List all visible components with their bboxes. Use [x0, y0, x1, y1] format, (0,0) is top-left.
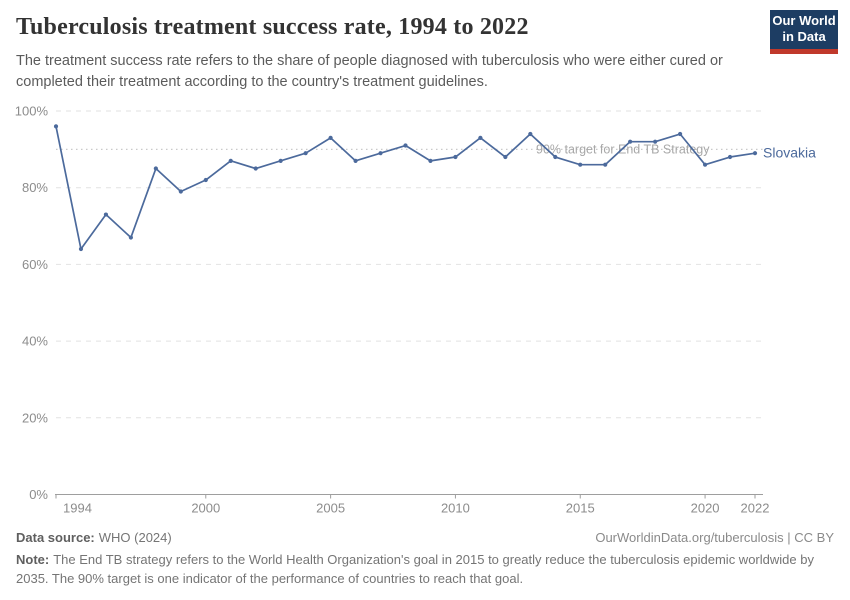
chart-footer: Data source: WHO (2024) OurWorldinData.or…: [16, 530, 834, 545]
data-point-marker[interactable]: [428, 158, 433, 163]
note-text: The End TB strategy refers to the World …: [16, 552, 814, 586]
data-source: Data source: WHO (2024): [16, 530, 172, 545]
owid-logo-line2: in Data: [782, 29, 826, 44]
x-tick-label: 2005: [316, 501, 345, 516]
data-point-marker[interactable]: [702, 162, 708, 167]
y-tick-label: 100%: [15, 104, 49, 119]
data-point-marker[interactable]: [378, 151, 383, 156]
chart-note: Note: The End TB strategy refers to the W…: [16, 551, 834, 589]
data-point-marker[interactable]: [628, 139, 633, 144]
data-point-marker[interactable]: [553, 154, 558, 160]
data-point-marker[interactable]: [103, 212, 109, 217]
credit-link[interactable]: OurWorldinData.org/tuberculosis | CC BY: [595, 530, 834, 545]
data-point-marker[interactable]: [53, 124, 59, 129]
x-tick-label: 1994: [63, 501, 92, 516]
data-point-marker[interactable]: [528, 131, 533, 137]
data-point-marker[interactable]: [328, 135, 333, 140]
data-point-marker[interactable]: [578, 162, 583, 167]
data-point-marker[interactable]: [203, 177, 208, 183]
y-tick-label: 40%: [22, 334, 48, 349]
data-point-marker[interactable]: [453, 154, 458, 160]
data-point-marker[interactable]: [653, 139, 658, 144]
data-point-marker[interactable]: [78, 246, 84, 252]
data-point-marker[interactable]: [727, 154, 733, 160]
note-label: Note:: [16, 552, 50, 567]
y-tick-label: 60%: [22, 257, 48, 272]
data-point-marker[interactable]: [303, 151, 308, 156]
owid-logo[interactable]: Our World in Data: [770, 10, 838, 54]
data-point-marker[interactable]: [128, 235, 133, 240]
data-point-marker[interactable]: [478, 135, 483, 140]
owid-logo-line1: Our World: [772, 13, 836, 28]
y-tick-label: 20%: [22, 410, 48, 425]
data-point-marker[interactable]: [752, 151, 758, 156]
series-label-slovakia[interactable]: Slovakia: [763, 145, 816, 161]
data-source-label: Data source:: [16, 530, 95, 545]
data-point-marker[interactable]: [603, 162, 608, 167]
y-tick-label: 80%: [22, 180, 48, 195]
data-point-marker[interactable]: [353, 158, 358, 163]
data-point-marker[interactable]: [278, 158, 283, 163]
x-tick-label: 2000: [191, 501, 220, 516]
x-tick-label: 2010: [441, 501, 470, 516]
x-tick-label: 2020: [691, 501, 720, 516]
data-point-marker[interactable]: [228, 158, 233, 163]
data-point-marker[interactable]: [153, 166, 158, 171]
data-point-marker[interactable]: [503, 154, 508, 160]
data-point-marker[interactable]: [403, 143, 408, 148]
target-line-label: 90% target for End TB Strategy: [536, 142, 710, 156]
chart-subtitle: The treatment success rate refers to the…: [16, 53, 723, 90]
data-point-marker[interactable]: [178, 189, 183, 194]
data-point-marker[interactable]: [678, 131, 683, 137]
y-tick-label: 0%: [29, 487, 48, 502]
x-tick-label: 2022: [741, 501, 770, 516]
data-point-marker[interactable]: [253, 166, 258, 171]
page-title: Tuberculosis treatment success rate, 199…: [16, 14, 529, 40]
x-tick-label: 2015: [566, 501, 595, 516]
data-source-value: WHO (2024): [98, 530, 172, 545]
